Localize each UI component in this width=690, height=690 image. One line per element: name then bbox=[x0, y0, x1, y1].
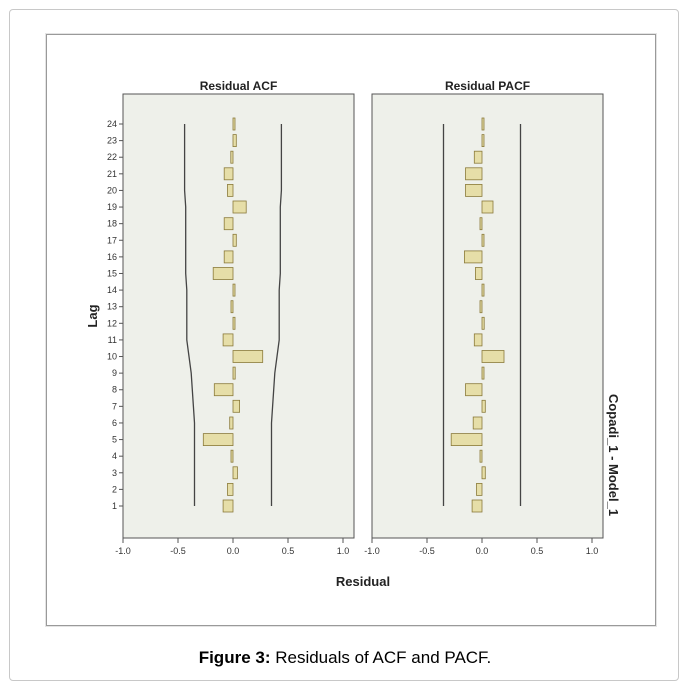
x-tick-label: -0.5 bbox=[170, 546, 186, 556]
x-tick-label: 1.0 bbox=[586, 546, 599, 556]
bar-lag-11 bbox=[473, 333, 483, 347]
y-tick-label: 8 bbox=[112, 385, 117, 395]
x-axis-label: Residual bbox=[336, 574, 390, 589]
pacf-panel: Residual PACF -1.0 -0.5 0.0 0.5 1.0 bbox=[364, 79, 604, 556]
bar-lag-6 bbox=[472, 416, 483, 430]
bar-lag-8 bbox=[465, 383, 483, 397]
y-tick-label: 6 bbox=[112, 418, 117, 428]
y-tick-label: 16 bbox=[107, 252, 117, 262]
y-tick-label: 23 bbox=[107, 136, 117, 146]
caption-text: Residuals of ACF and PACF. bbox=[270, 648, 492, 667]
bar-lag-10 bbox=[481, 350, 505, 363]
y-tick-label: 22 bbox=[107, 152, 117, 162]
bar-lag-23 bbox=[481, 134, 485, 148]
x-tick-label: -1.0 bbox=[364, 546, 380, 556]
bar-lag-2 bbox=[227, 482, 234, 496]
bar-lag-24 bbox=[232, 117, 236, 131]
bar-lag-13 bbox=[479, 300, 483, 314]
y-tick-label: 2 bbox=[112, 484, 117, 494]
x-tick-label: 0.0 bbox=[227, 546, 240, 556]
bar-lag-22 bbox=[230, 150, 234, 164]
bar-lag-23 bbox=[232, 134, 237, 148]
figure-caption: Figure 3: Residuals of ACF and PACF. bbox=[0, 648, 690, 668]
bar-lag-8 bbox=[213, 383, 234, 397]
bar-lag-11 bbox=[222, 333, 234, 347]
bar-lag-12 bbox=[481, 316, 485, 330]
y-tick-label: 11 bbox=[108, 335, 117, 345]
bar-lag-1 bbox=[471, 499, 483, 513]
bar-lag-3 bbox=[232, 466, 238, 480]
caption-label: Figure 3: bbox=[198, 648, 271, 667]
y-tick-label: 13 bbox=[107, 302, 117, 312]
y-tick-label: 19 bbox=[107, 202, 117, 212]
bar-lag-19 bbox=[481, 200, 494, 214]
y-tick-label: 17 bbox=[107, 235, 117, 245]
bar-lag-20 bbox=[227, 183, 234, 197]
bar-lag-15 bbox=[474, 267, 483, 280]
y-tick-label: 20 bbox=[107, 185, 117, 195]
lower-confidence-limit bbox=[183, 124, 196, 506]
y-tick-label: 5 bbox=[112, 435, 117, 445]
panel-background bbox=[122, 93, 355, 539]
bar-lag-15 bbox=[212, 267, 234, 280]
bar-lag-24 bbox=[481, 117, 485, 131]
x-tick-label: -1.0 bbox=[115, 546, 131, 556]
bar-lag-4 bbox=[230, 449, 234, 463]
bar-lag-5 bbox=[202, 433, 234, 447]
y-tick-label: 4 bbox=[112, 451, 117, 461]
y-tick-label: 7 bbox=[112, 401, 117, 411]
x-tick-label: 0.0 bbox=[476, 546, 489, 556]
y-tick-label: 10 bbox=[107, 352, 117, 362]
bar-lag-5 bbox=[450, 433, 483, 447]
bar-lag-21 bbox=[465, 167, 483, 181]
y-tick-label: 15 bbox=[107, 268, 117, 278]
bar-lag-10 bbox=[232, 350, 264, 363]
bar-lag-2 bbox=[476, 482, 483, 496]
panel-background bbox=[371, 93, 604, 539]
acf-panel-title: Residual ACF bbox=[200, 79, 278, 93]
bar-lag-9 bbox=[232, 366, 236, 380]
model-side-label: Copadi_1 - Model_1 bbox=[606, 394, 621, 516]
bar-lag-18 bbox=[223, 217, 234, 231]
y-tick-label: 14 bbox=[107, 285, 117, 295]
bar-lag-14 bbox=[232, 283, 236, 297]
y-tick-label: 1 bbox=[112, 501, 117, 511]
bar-lag-1 bbox=[222, 499, 234, 513]
bar-lag-20 bbox=[465, 183, 483, 197]
x-tick-label: 0.5 bbox=[282, 546, 295, 556]
x-tick-label: 0.5 bbox=[531, 546, 544, 556]
bar-lag-13 bbox=[230, 300, 234, 314]
y-tick-label: 3 bbox=[112, 468, 117, 478]
y-tick-label: 24 bbox=[107, 119, 117, 129]
y-tick-label: 9 bbox=[112, 368, 117, 378]
bar-lag-19 bbox=[232, 200, 247, 214]
bar-lag-4 bbox=[479, 449, 483, 463]
bar-lag-17 bbox=[232, 233, 237, 247]
bar-lag-7 bbox=[481, 399, 486, 413]
bar-lag-16 bbox=[223, 250, 234, 264]
bar-lag-18 bbox=[479, 217, 483, 231]
bar-lag-17 bbox=[481, 233, 485, 247]
acf-panel: Residual ACF -1.0 -0.5 0.0 0.5 1.01234567891… bbox=[107, 79, 355, 556]
y-axis-label: Lag bbox=[85, 304, 100, 327]
y-tick-label: 12 bbox=[107, 318, 117, 328]
bar-lag-7 bbox=[232, 399, 240, 413]
bar-lag-12 bbox=[232, 316, 236, 330]
x-tick-label: -0.5 bbox=[419, 546, 435, 556]
y-tick-label: 18 bbox=[107, 219, 117, 229]
bar-lag-14 bbox=[481, 283, 485, 297]
y-tick-label: 21 bbox=[107, 169, 117, 179]
bar-lag-16 bbox=[463, 250, 483, 264]
bar-lag-3 bbox=[481, 466, 486, 480]
bar-lag-22 bbox=[473, 150, 483, 164]
pacf-panel-title: Residual PACF bbox=[445, 79, 530, 93]
bar-lag-21 bbox=[223, 167, 234, 181]
upper-confidence-limit bbox=[270, 124, 283, 506]
bar-lag-9 bbox=[481, 366, 485, 380]
bar-lag-6 bbox=[229, 416, 234, 430]
x-tick-label: 1.0 bbox=[337, 546, 350, 556]
